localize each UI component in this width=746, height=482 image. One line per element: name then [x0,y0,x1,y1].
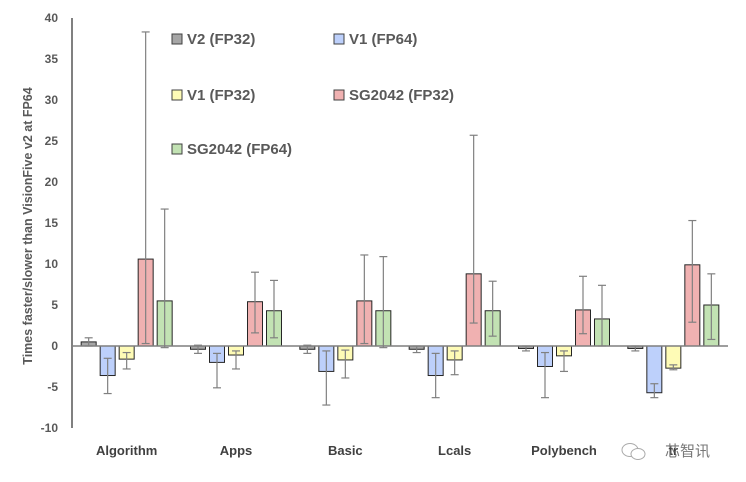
category-label: Algorithm [96,443,157,458]
error-bar [669,364,678,371]
error-bar [360,254,369,345]
y-axis-label: Times faster/slower than VisionFive v2 a… [21,87,35,364]
watermark: 芯智讯 [621,442,710,460]
category-label: Apps [220,443,253,458]
error-bar [379,256,388,349]
legend-swatch [171,33,183,45]
category-label: Polybench [531,443,597,458]
error-bar [688,219,697,323]
legend-swatch [171,143,183,155]
legend-item: V1 (FP32) [171,87,255,104]
error-bar [141,31,150,345]
y-tick-label: -5 [47,380,58,394]
error-bar [650,383,659,399]
error-bar [707,273,716,341]
y-tick-label: -10 [41,421,59,435]
y-tick-label: 5 [51,298,58,312]
error-bar [160,208,169,349]
wechat-icon [621,443,646,460]
category-label: tr [669,443,678,458]
y-tick-label: 30 [45,93,59,107]
error-bar [341,349,350,379]
y-tick-label: 25 [45,134,59,148]
y-tick-label: 40 [45,11,59,25]
legend-label: SG2042 (FP32) [349,87,454,104]
legend-swatch [171,89,183,101]
error-bar [469,134,478,324]
category-labels: Algorithm Apps Basic Lcals Polybench tr [96,443,678,458]
watermark-text: 芯智讯 [665,442,710,460]
y-ticks: 40 35 30 25 20 15 10 5 0 -5 -10 [41,11,59,435]
legend-item: V2 (FP32) [171,31,255,48]
legend-item: V1 (FP64) [333,31,417,48]
legend-label: V1 (FP64) [349,31,417,48]
error-bar [488,280,497,337]
legend-label: V1 (FP32) [187,87,255,104]
error-bar [122,351,131,370]
legend-label: V2 (FP32) [187,31,255,48]
error-bar [232,350,240,370]
category-label: Basic [328,443,363,458]
legend-item: SG2042 (FP64) [171,141,292,158]
error-bar [541,351,549,399]
error-bar [560,350,568,373]
error-bar [103,357,112,395]
legend-item: SG2042 (FP32) [333,87,454,104]
y-tick-label: 20 [45,175,59,189]
error-bar [579,275,587,335]
legend-swatch [333,89,345,101]
legend-swatch [333,33,345,45]
y-tick-label: 10 [45,257,59,271]
error-bar [450,350,459,376]
error-bar [322,350,331,406]
bars [80,31,720,406]
y-tick-label: 35 [45,52,59,66]
y-tick-label: 15 [45,216,59,230]
error-bar [270,279,278,339]
y-tick-label: 0 [51,339,58,353]
error-bar [251,271,259,334]
category-label: Lcals [438,443,471,458]
legend-label: SG2042 (FP64) [187,141,292,158]
legend: V2 (FP32) V1 (FP64) V1 (FP32) SG2042 (FP32)… [171,31,454,158]
error-bar [213,352,221,389]
error-bar [431,352,440,399]
